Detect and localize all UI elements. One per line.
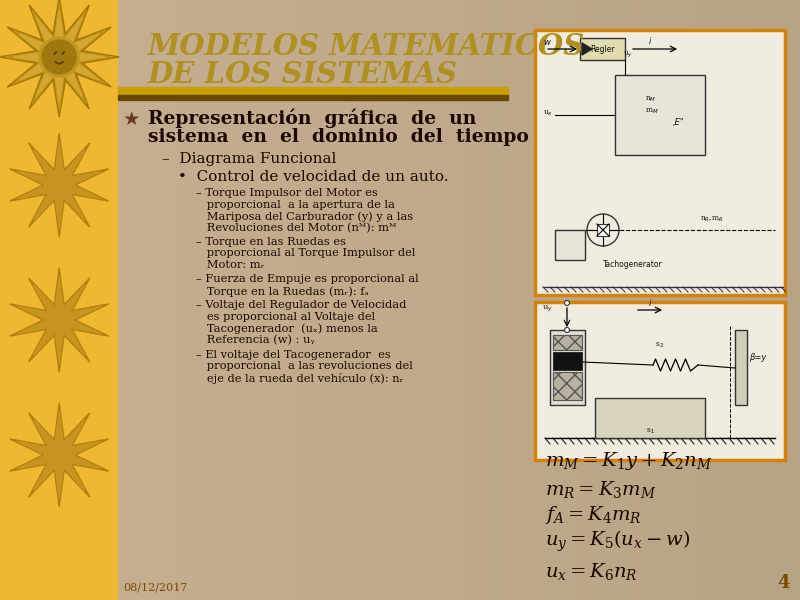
Text: proporcional al Torque Impulsor del: proporcional al Torque Impulsor del [196, 248, 415, 259]
Bar [735, 330, 747, 405]
Text: $m_R = K_3 m_M$: $m_R = K_3 m_M$ [545, 479, 657, 500]
Circle shape [565, 301, 570, 305]
Circle shape [42, 40, 76, 74]
Bar [553, 352, 582, 370]
Text: es proporcional al Voltaje del: es proporcional al Voltaje del [196, 312, 375, 322]
Text: i: i [649, 37, 651, 46]
Text: proporcional  a las revoluciones del: proporcional a las revoluciones del [196, 361, 413, 371]
Text: i: i [649, 299, 651, 308]
Text: Referencia (w) : uᵧ: Referencia (w) : uᵧ [196, 335, 314, 346]
Text: – Voltaje del Regulador de Velocidad: – Voltaje del Regulador de Velocidad [196, 301, 406, 311]
Text: Revoluciones del Motor (nᴹ): mᴹ: Revoluciones del Motor (nᴹ): mᴹ [196, 223, 396, 233]
Text: Representación  gráfica  de  un: Representación gráfica de un [148, 108, 476, 127]
Text: eje de la rueda del vehículo (x): nᵣ: eje de la rueda del vehículo (x): nᵣ [196, 373, 404, 383]
Circle shape [565, 328, 570, 332]
Bar [550, 330, 585, 405]
Text: u$_y$: u$_y$ [542, 304, 553, 314]
Text: Tacogenerador  (uₓ) menos la: Tacogenerador (uₓ) menos la [196, 323, 378, 334]
Bar [555, 230, 585, 260]
Text: w: w [543, 38, 550, 47]
Polygon shape [18, 141, 101, 229]
Bar [597, 224, 609, 236]
Text: m$_M$: m$_M$ [645, 107, 659, 116]
Text: ★: ★ [122, 110, 140, 129]
Text: 08/12/2017: 08/12/2017 [123, 582, 188, 592]
Polygon shape [0, 0, 119, 117]
Text: DE LOS SISTEMAS: DE LOS SISTEMAS [148, 60, 458, 89]
Bar [580, 38, 625, 60]
Bar [0, 0, 118, 600]
Bar [118, 95, 509, 100]
Text: MODELOS MATEMATICOS: MODELOS MATEMATICOS [148, 32, 586, 61]
Bar [553, 335, 582, 350]
Text: Tachogenerator: Tachogenerator [603, 260, 662, 269]
Text: •  Control de velocidad de un auto.: • Control de velocidad de un auto. [178, 170, 449, 184]
Text: s$_1$: s$_1$ [646, 427, 654, 437]
Text: u$_y$: u$_y$ [623, 49, 634, 59]
Polygon shape [18, 276, 101, 364]
Text: –  Diagrama Funcional: – Diagrama Funcional [162, 152, 336, 166]
Text: – Fuerza de Empuje es proporcional al: – Fuerza de Empuje es proporcional al [196, 275, 418, 284]
Text: ,E": ,E" [673, 118, 685, 127]
Polygon shape [18, 411, 101, 499]
Text: n$_R$,m$_R$: n$_R$,m$_R$ [700, 214, 724, 223]
Circle shape [39, 37, 79, 77]
Bar [118, 87, 509, 95]
Text: Mariposa del Carburador (y) y a las: Mariposa del Carburador (y) y a las [196, 211, 413, 221]
Polygon shape [5, 3, 114, 111]
Text: Motor: mᵣ: Motor: mᵣ [196, 260, 265, 270]
Text: $u_x = K_6 n_R$: $u_x = K_6 n_R$ [545, 561, 638, 582]
Bar [535, 30, 785, 295]
Text: 4: 4 [778, 574, 790, 592]
Bar [595, 398, 705, 438]
Text: n$_M$: n$_M$ [645, 94, 657, 103]
Polygon shape [10, 133, 109, 237]
Text: proporcional  a la apertura de la: proporcional a la apertura de la [196, 199, 395, 209]
Text: s$_2$: s$_2$ [655, 341, 664, 350]
Polygon shape [10, 403, 109, 507]
Text: β=y: β=y [749, 353, 766, 362]
Bar [615, 75, 705, 155]
Text: u$_x$: u$_x$ [543, 109, 554, 118]
Bar [553, 372, 582, 400]
Polygon shape [10, 268, 109, 372]
Text: $f_A = K_4 m_R$: $f_A = K_4 m_R$ [545, 504, 642, 526]
Text: Torque en la Ruedas (mᵣ): fₐ: Torque en la Ruedas (mᵣ): fₐ [196, 286, 369, 296]
Text: $u_y = K_5(u_x - w)$: $u_y = K_5(u_x - w)$ [545, 529, 690, 554]
Text: sistema  en  el  dominio  del  tiempo: sistema en el dominio del tiempo [148, 128, 529, 146]
Polygon shape [582, 43, 592, 55]
Text: – Torque Impulsor del Motor es: – Torque Impulsor del Motor es [196, 188, 378, 198]
Bar [535, 302, 785, 460]
Text: – El voltaje del Tacogenerador  es: – El voltaje del Tacogenerador es [196, 349, 390, 359]
Text: Regler: Regler [590, 44, 615, 53]
Text: – Torque en las Ruedas es: – Torque en las Ruedas es [196, 237, 346, 247]
Polygon shape [13, 11, 105, 103]
Text: $m_M = K_1 y + K_2 n_M$: $m_M = K_1 y + K_2 n_M$ [545, 450, 713, 472]
